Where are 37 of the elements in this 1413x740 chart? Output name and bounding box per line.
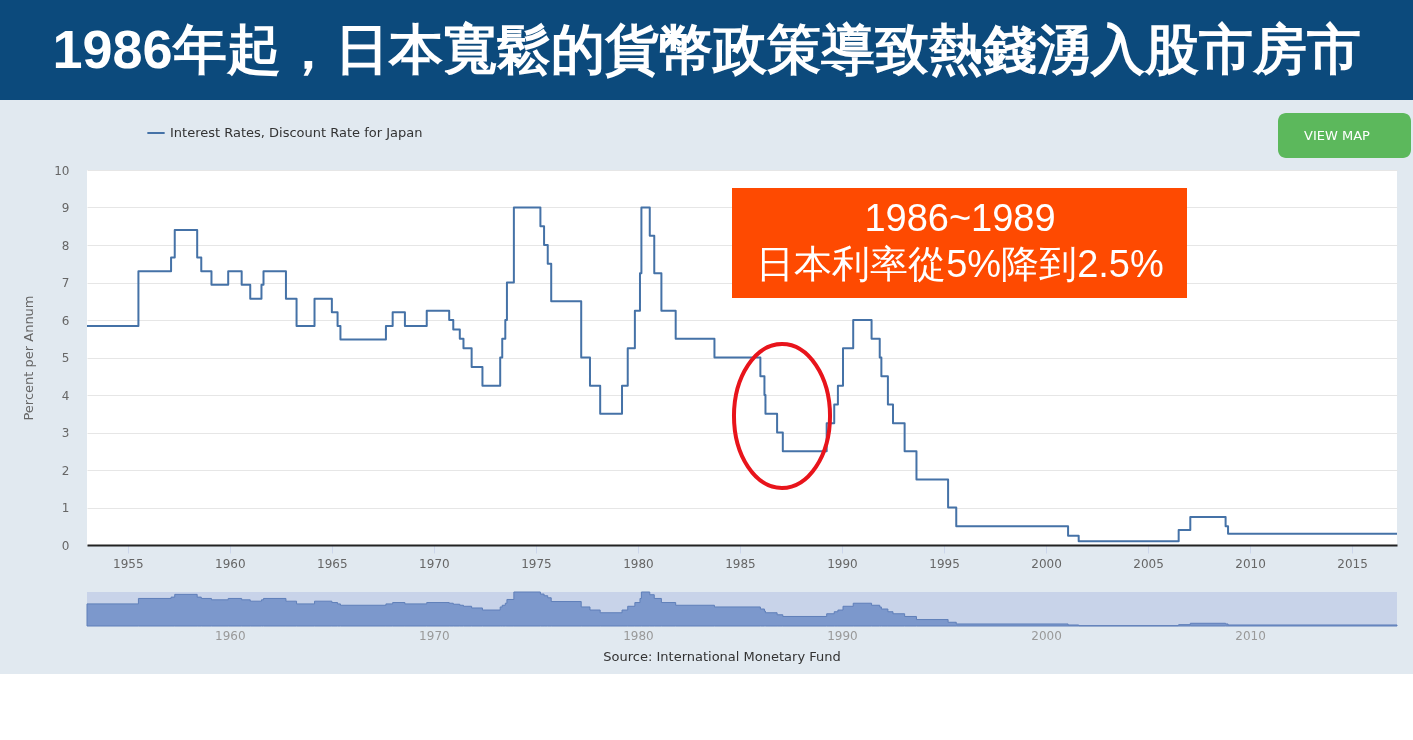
source-note: Source: International Monetary Fund (603, 649, 841, 664)
x-tick-label: 1975 (521, 556, 552, 571)
y-tick-label: 2 (61, 463, 70, 478)
x-tick-label: 1960 (215, 628, 246, 643)
y-tick-label: 0 (61, 538, 70, 553)
y-axis-title: Percent per Annum (21, 295, 37, 421)
x-tick-label: 1990 (827, 556, 858, 571)
y-tick-label: 10 (54, 163, 70, 178)
x-tick-label: 1955 (113, 556, 144, 571)
x-tick-label: 1980 (623, 556, 654, 571)
y-tick-label: 6 (61, 313, 70, 328)
x-tick-label: 1990 (827, 628, 858, 643)
x-tick-label: 1980 (623, 628, 654, 643)
x-tick-label: 1995 (929, 556, 960, 571)
x-tick-label: 1970 (419, 628, 450, 643)
y-tick-label: 4 (61, 388, 70, 403)
y-tick-label: 3 (61, 426, 70, 440)
y-tick-label: 8 (61, 238, 70, 253)
x-tick-label: 2000 (1031, 556, 1062, 571)
x-tick-label: 2015 (1337, 556, 1368, 571)
annotation: 1986~1989 (864, 197, 1056, 239)
x-tick-label: 2010 (1235, 628, 1266, 643)
y-tick-label: 9 (61, 201, 70, 215)
chart-title: 1986年起，日本寬鬆的貨幣政策導致熱錢湧入股市房市 (52, 19, 1361, 79)
x-tick-label: 1965 (317, 556, 348, 571)
x-tick-label: 2000 (1031, 628, 1062, 643)
text: VIEW MAP (1304, 128, 1371, 143)
x-tick-label: 1985 (725, 556, 756, 571)
annotation: 日本利率從5%降到2.5% (756, 243, 1164, 285)
x-tick-label: 2010 (1235, 556, 1266, 571)
legend-label: Interest Rates, Discount Rate for Japan (170, 125, 423, 140)
x-tick-label: 1970 (419, 556, 450, 571)
y-tick-label: 1 (61, 501, 70, 515)
y-tick-label: 7 (61, 276, 70, 290)
x-tick-label: 1960 (215, 556, 246, 571)
x-tick-label: 2005 (1133, 556, 1164, 571)
y-tick-label: 5 (61, 351, 70, 365)
